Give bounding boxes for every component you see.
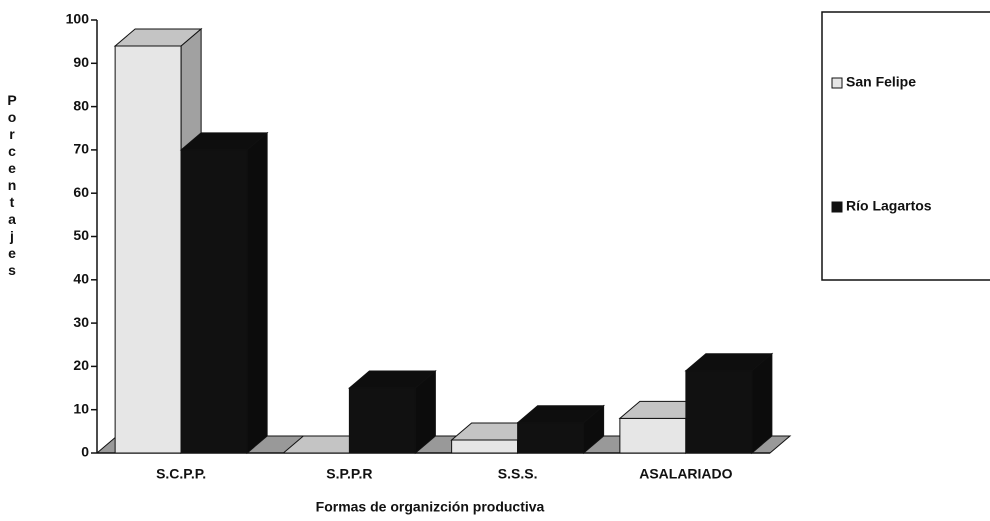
y-tick-label: 40 <box>73 271 89 287</box>
bar-side <box>246 131 268 455</box>
x-tick-label: S.S.S. <box>498 466 538 482</box>
y-tick-label: 10 <box>73 400 89 416</box>
bar <box>348 369 437 455</box>
y-axis-label: Porcentajes <box>4 92 20 279</box>
legend-swatch <box>831 201 843 213</box>
bar-front <box>619 417 687 454</box>
y-tick-label: 100 <box>66 11 90 27</box>
x-axis-label: Formas de organizción productiva <box>316 499 545 515</box>
bar-side <box>583 404 605 455</box>
bar-side <box>751 352 773 455</box>
bar <box>179 131 269 455</box>
x-tick-label: ASALARIADO <box>639 466 732 482</box>
bar-front <box>685 370 753 454</box>
bar-front <box>517 422 585 454</box>
y-tick-label: 50 <box>73 227 89 243</box>
y-tick-label: 90 <box>73 54 89 70</box>
y-tick-label: 30 <box>73 314 89 330</box>
y-tick-label: 60 <box>73 184 89 200</box>
bar-front <box>348 387 416 454</box>
y-tick-label: 80 <box>73 97 89 113</box>
bar-front <box>180 149 248 454</box>
legend-box <box>821 11 990 281</box>
bar-front <box>114 45 182 454</box>
bar-side <box>414 369 436 455</box>
y-tick-label: 0 <box>81 444 89 460</box>
bar <box>516 404 605 455</box>
legend-swatch <box>831 77 843 89</box>
legend-label: San Felipe <box>846 74 916 90</box>
bar-front <box>451 439 519 454</box>
x-tick-label: S.C.P.P. <box>156 466 206 482</box>
x-tick-label: S.P.P.R <box>326 466 372 482</box>
y-tick-label: 70 <box>73 141 89 157</box>
bar <box>684 352 774 455</box>
y-tick-label: 20 <box>73 357 89 373</box>
legend-label: Río Lagartos <box>846 198 932 214</box>
